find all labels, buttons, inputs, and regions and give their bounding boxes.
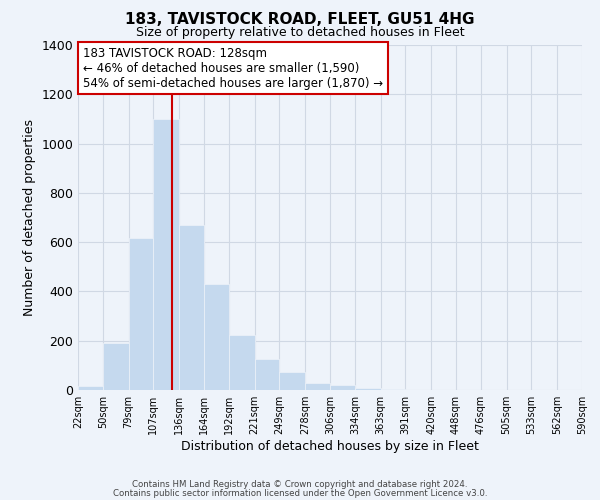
Bar bbox=[254, 359, 280, 390]
Bar bbox=[355, 388, 380, 390]
Bar bbox=[78, 386, 103, 390]
Bar bbox=[154, 119, 179, 390]
Bar bbox=[204, 284, 229, 390]
X-axis label: Distribution of detached houses by size in Fleet: Distribution of detached houses by size … bbox=[181, 440, 479, 453]
Bar bbox=[330, 385, 355, 390]
Text: Size of property relative to detached houses in Fleet: Size of property relative to detached ho… bbox=[136, 26, 464, 39]
Text: 183 TAVISTOCK ROAD: 128sqm
← 46% of detached houses are smaller (1,590)
54% of s: 183 TAVISTOCK ROAD: 128sqm ← 46% of deta… bbox=[83, 46, 383, 90]
Bar bbox=[179, 225, 204, 390]
Y-axis label: Number of detached properties: Number of detached properties bbox=[23, 119, 36, 316]
Bar bbox=[280, 372, 305, 390]
Text: 183, TAVISTOCK ROAD, FLEET, GU51 4HG: 183, TAVISTOCK ROAD, FLEET, GU51 4HG bbox=[125, 12, 475, 28]
Text: Contains HM Land Registry data © Crown copyright and database right 2024.: Contains HM Land Registry data © Crown c… bbox=[132, 480, 468, 489]
Text: Contains public sector information licensed under the Open Government Licence v3: Contains public sector information licen… bbox=[113, 488, 487, 498]
Bar bbox=[128, 238, 154, 390]
Bar bbox=[305, 382, 330, 390]
Bar bbox=[229, 334, 254, 390]
Bar bbox=[380, 389, 406, 390]
Bar bbox=[103, 343, 128, 390]
